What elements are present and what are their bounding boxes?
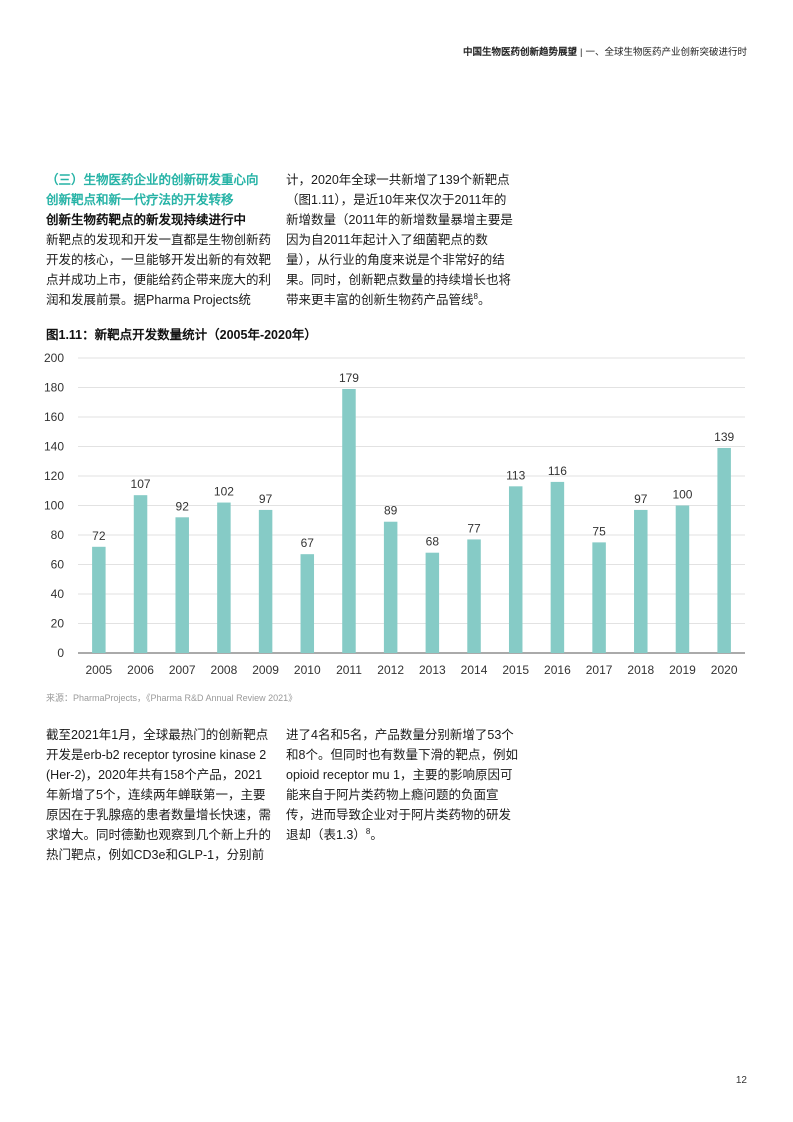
bar-chart: 0 20 40 60 80 100 120 140 160 180 200 72 2005 107 2006…: [44, 351, 745, 677]
bar-2010: [300, 554, 315, 653]
x-tick-label: 2015: [502, 663, 529, 677]
x-tick-label: 2007: [169, 663, 196, 677]
bar-2006: [133, 495, 148, 653]
x-tick-label: 2012: [377, 663, 404, 677]
data-label-2007: 92: [176, 499, 190, 513]
data-label-2015: 113: [506, 468, 525, 482]
x-tick-label: 2006: [127, 663, 154, 677]
y-tick-label: 120: [44, 469, 64, 483]
data-label-2018: 97: [634, 492, 648, 506]
y-tick-label: 40: [51, 587, 65, 601]
figure-source: 来源：PharmaProjects，《Pharma R&D Annual Rev…: [46, 693, 298, 703]
x-tick-label: 2019: [669, 663, 696, 677]
x-tick-label: 2013: [419, 663, 446, 677]
y-tick-label: 160: [44, 410, 64, 424]
footnote-ref: 8: [473, 291, 478, 301]
figure-title: 图1.11：新靶点开发数量统计（2005年-2020年）: [46, 328, 317, 342]
footnote-ref: 8: [365, 826, 371, 836]
data-label-2008: 102: [214, 485, 234, 499]
y-tick-label: 80: [51, 528, 65, 542]
page-number: 12: [735, 1075, 747, 1086]
body-paragraph-left: 截至2021年1月，全球最热门的创新靶点开发是erb-b2 receptor t…: [46, 728, 272, 862]
bar-2013: [425, 552, 440, 653]
bar-2020: [717, 447, 731, 653]
y-tick-label: 100: [44, 499, 64, 513]
bar-2014: [467, 539, 481, 653]
bar-2016: [550, 481, 565, 653]
intro-column-right: 计，2020年全球一共新增了139个新靶点（图1.11），是近10年来仅次于20…: [286, 170, 518, 310]
y-tick-label: 180: [44, 381, 64, 395]
bar-2007: [175, 517, 189, 653]
running-header: 中国生物医药创新趋势展望 | 一、全球生物医药产业创新突破进行时: [463, 44, 747, 58]
bar-2011: [342, 388, 356, 653]
data-label-2013: 68: [426, 535, 440, 549]
data-label-2020: 139: [714, 430, 734, 444]
x-tick-label: 2016: [544, 663, 571, 677]
intro-paragraph-right: 计，2020年全球一共新增了139个新靶点（图1.11），是近10年来仅次于20…: [286, 173, 513, 307]
data-label-2005: 72: [92, 529, 106, 543]
section-heading-line1: （三）生物医药企业的创新研发重心向: [46, 173, 259, 187]
bar-2018: [634, 509, 648, 653]
y-tick-label: 140: [44, 440, 64, 454]
y-tick-label: 0: [57, 646, 64, 660]
data-label-2012: 89: [384, 504, 398, 518]
intro-column-left: （三）生物医药企业的创新研发重心向 创新靶点和新一代疗法的开发转移 创新生物药靶…: [46, 170, 272, 310]
bar-2009: [258, 509, 273, 653]
x-tick-label: 2010: [294, 663, 321, 677]
bar-2008: [217, 502, 231, 653]
data-label-2016: 116: [548, 464, 567, 478]
x-tick-label: 2008: [211, 663, 238, 677]
data-label-2011: 179: [339, 371, 359, 385]
x-tick-label: 2009: [252, 663, 279, 677]
data-label-2006: 107: [131, 477, 151, 491]
report-title: 中国生物医药创新趋势展望: [463, 47, 578, 58]
x-tick-label: 2018: [627, 663, 654, 677]
y-tick-label: 20: [51, 617, 65, 631]
data-label-2019: 100: [672, 488, 692, 502]
x-tick-label: 2014: [461, 663, 488, 677]
bar-2012: [383, 521, 398, 653]
header-separator: |: [580, 47, 583, 58]
y-tick-label: 200: [44, 351, 64, 365]
x-tick-label: 2011: [336, 663, 362, 677]
data-label-2009: 97: [259, 492, 273, 506]
data-label-2010: 67: [301, 536, 315, 550]
bar-2017: [592, 542, 606, 653]
intro-paragraph-left: 新靶点的发现和开发一直都是生物创新药开发的核心，一旦能够开发出新的有效靶点并成功…: [46, 233, 272, 307]
body-paragraph-right: 进了4名和5名，产品数量分别新增了53个和8个。但同时也有数量下滑的靶点，例如o…: [286, 728, 518, 842]
y-tick-label: 60: [51, 558, 65, 572]
x-tick-label: 2020: [711, 663, 738, 677]
x-tick-label: 2017: [586, 663, 613, 677]
data-label-2017: 75: [592, 524, 606, 538]
section-heading-line2: 创新靶点和新一代疗法的开发转移: [46, 193, 234, 207]
bar-2019: [675, 505, 690, 653]
body-column-right: 进了4名和5名，产品数量分别新增了53个和8个。但同时也有数量下滑的靶点，例如o…: [286, 725, 518, 845]
bar-2005: [92, 546, 106, 653]
data-label-2014: 77: [467, 521, 481, 535]
body-column-left: 截至2021年1月，全球最热门的创新靶点开发是erb-b2 receptor t…: [46, 725, 274, 865]
bar-2015: [508, 486, 523, 653]
x-tick-label: 2005: [85, 663, 112, 677]
section-subheading: 创新生物药靶点的新发现持续进行中: [46, 213, 247, 227]
chapter-title: 一、全球生物医药产业创新突破进行时: [585, 47, 747, 58]
